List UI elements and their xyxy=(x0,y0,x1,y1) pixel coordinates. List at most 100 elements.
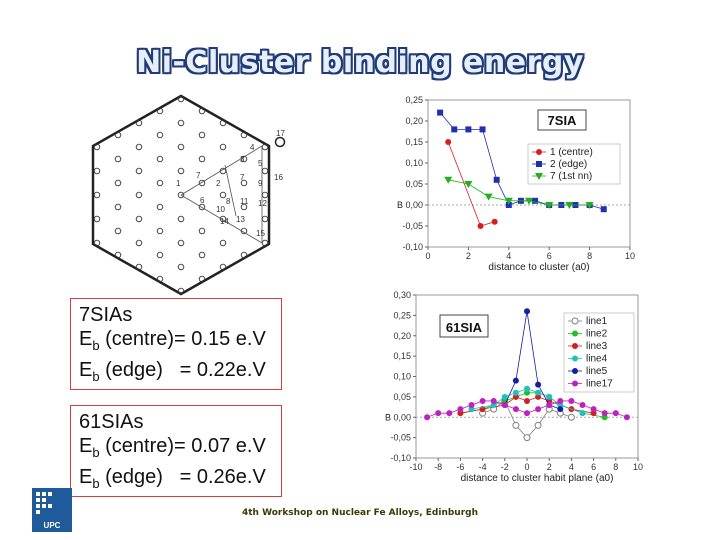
x-tick-label: -10 xyxy=(409,462,422,472)
data-point xyxy=(479,397,486,404)
data-point xyxy=(525,197,533,205)
data-point xyxy=(468,402,475,409)
box2-edge: Eb (edge) = 0.26e.V xyxy=(79,466,266,491)
data-point xyxy=(444,176,453,184)
y-tick-label: 0,25 xyxy=(405,95,423,105)
data-point xyxy=(571,317,579,325)
data-point xyxy=(568,397,575,404)
data-point xyxy=(546,402,553,409)
lattice-site xyxy=(135,119,143,127)
lattice-site xyxy=(198,275,206,283)
lattice-site xyxy=(177,119,185,127)
data-point xyxy=(524,410,530,417)
y-tick-label: 0,00 xyxy=(405,200,423,210)
data-point xyxy=(490,397,497,404)
legend-label: line3 xyxy=(586,341,608,352)
chart-title-box xyxy=(537,109,587,131)
lattice-site xyxy=(114,227,122,235)
legend-label: 7 (1st nn) xyxy=(550,171,592,182)
cluster-lines xyxy=(180,145,263,244)
lattice-site xyxy=(177,239,185,247)
data-point xyxy=(465,126,472,133)
lattice-site xyxy=(261,239,269,247)
data-point xyxy=(484,193,493,201)
data-point xyxy=(535,406,542,413)
lattice-label: 7 xyxy=(240,173,245,182)
lattice-site xyxy=(177,263,185,271)
lattice-site xyxy=(219,239,227,247)
data-point xyxy=(601,410,608,417)
lattice-site xyxy=(93,215,101,223)
lattice-site xyxy=(114,179,122,187)
data-point xyxy=(512,389,519,396)
lattice-site xyxy=(198,131,206,139)
data-point xyxy=(479,126,486,133)
data-point xyxy=(424,414,431,421)
x-tick-label: 0 xyxy=(425,251,430,261)
lattice-label: 3 xyxy=(240,155,245,164)
lattice-site xyxy=(156,131,164,139)
data-point xyxy=(512,406,519,413)
data-point xyxy=(585,202,594,209)
data-point xyxy=(512,421,520,429)
y-tick-label: 0,20 xyxy=(393,331,411,341)
x-tick-label: 8 xyxy=(613,462,618,472)
x-tick-label: 0 xyxy=(524,462,529,472)
lattice-site xyxy=(240,179,248,187)
y-tick-label: 0,00 xyxy=(393,412,411,422)
lattice-site xyxy=(198,227,206,235)
data-point xyxy=(623,414,630,421)
data-point xyxy=(504,197,513,205)
lattice-label: 14 xyxy=(220,217,229,226)
lattice-site xyxy=(156,107,164,115)
data-point xyxy=(567,413,575,421)
legend-label: line2 xyxy=(586,329,608,340)
legend-label: 2 (edge) xyxy=(550,159,587,170)
lattice-site xyxy=(219,143,227,151)
box2-centre: Eb (centre)= 0.07 e.V xyxy=(79,435,266,460)
lattice-label: 11 xyxy=(240,197,249,206)
x-tick-label: 6 xyxy=(591,462,596,472)
data-point xyxy=(464,181,473,188)
data-point xyxy=(572,343,578,349)
data-point xyxy=(535,381,542,388)
chart-7sia: -0,10 -0,05 0,00 0,05 0,10 0,15 0,20 0,25 0 2 4 6 8 1… xyxy=(397,95,635,273)
slide-title: Ni-Cluster binding energy xyxy=(136,45,584,80)
data-point xyxy=(532,197,539,204)
lattice-site xyxy=(156,155,164,163)
legend-label: line17 xyxy=(586,379,613,390)
lattice-site xyxy=(198,107,206,115)
x-tick-label: 6 xyxy=(547,251,552,261)
lattice-site xyxy=(93,167,101,175)
hexagon-outline xyxy=(91,94,271,296)
lattice-site xyxy=(261,167,269,175)
lattice-site xyxy=(240,227,248,235)
data-point xyxy=(437,109,444,116)
data-point xyxy=(572,330,578,337)
box2-title: 61SIAs xyxy=(79,411,144,433)
upc-logo: UPC xyxy=(32,488,72,532)
lattice-label: 2 xyxy=(216,179,221,188)
y-tick-label: 0,05 xyxy=(405,179,423,189)
lattice-site xyxy=(114,131,122,139)
data-point xyxy=(612,410,619,417)
y-tick-label: -0,05 xyxy=(402,221,423,231)
lattice-site xyxy=(177,143,185,151)
x-tick-label: -2 xyxy=(501,462,509,472)
lattice-label: 1 xyxy=(176,179,181,188)
lattice-site xyxy=(156,227,164,235)
lattice-site xyxy=(240,203,248,211)
lattice-label: 5 xyxy=(258,159,263,168)
lattice-site xyxy=(219,215,227,223)
data-point xyxy=(535,389,542,396)
data-point xyxy=(501,393,508,400)
lattice-site xyxy=(177,167,185,175)
data-point xyxy=(536,161,542,167)
lattice-label: 15 xyxy=(256,229,265,238)
marker-17-site xyxy=(274,136,286,148)
x-axis-label: distance to cluster (a0) xyxy=(488,262,589,273)
box1-centre: Eb (centre)= 0.15 e.V xyxy=(79,328,266,353)
y-axis-label: B xyxy=(397,200,403,210)
legend-label: 1 (centre) xyxy=(550,147,593,158)
